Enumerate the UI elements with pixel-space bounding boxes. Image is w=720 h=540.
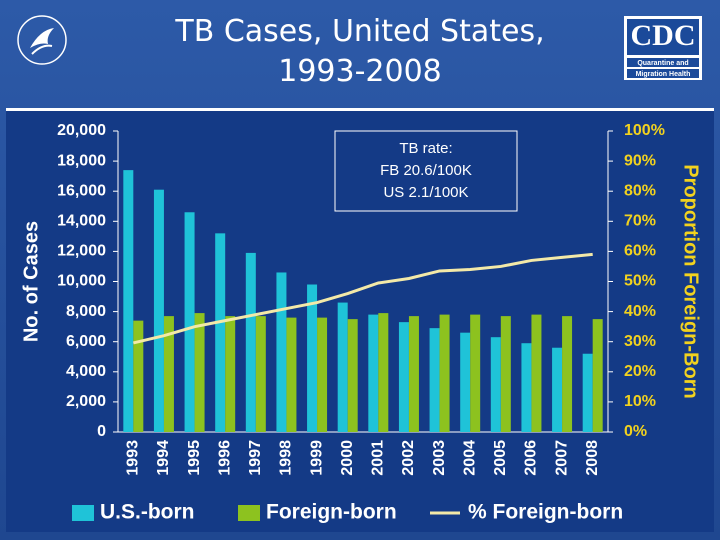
y2-tick-label: 60% (624, 243, 656, 260)
x-tick-label: 1997 (247, 440, 264, 476)
y2-tick-label: 50% (624, 273, 656, 290)
bar (398, 322, 409, 432)
bar (317, 317, 328, 432)
bar (225, 316, 236, 432)
x-tick-label: 1999 (308, 440, 325, 476)
x-tick-label: 2002 (400, 440, 417, 476)
bar (552, 347, 563, 432)
y2-tick-label: 100% (624, 122, 665, 139)
y-tick-label: 14,000 (57, 213, 106, 230)
y2-tick-label: 20% (624, 363, 656, 380)
legend-swatch (72, 505, 94, 521)
bar (255, 316, 266, 432)
y2-tick-label: 90% (624, 152, 656, 169)
logo-subtitle: Quarantine and (637, 60, 688, 67)
annotation: US 2.1/100K (383, 184, 468, 201)
x-tick-label: 1993 (125, 440, 142, 476)
bar (194, 313, 205, 432)
x-tick-label: 1996 (216, 440, 233, 476)
bar (531, 314, 542, 432)
bar (500, 316, 511, 432)
y-tick-label: 10,000 (57, 273, 106, 290)
y2-tick-label: 70% (624, 213, 656, 230)
x-tick-label: 1998 (278, 440, 295, 476)
bar (439, 314, 450, 432)
y-tick-label: 12,000 (57, 243, 106, 260)
x-tick-label: 1995 (186, 440, 203, 476)
x-tick-label: 2004 (461, 440, 478, 476)
y2-tick-label: 0% (624, 423, 647, 440)
bar (592, 319, 603, 432)
y-tick-label: 2,000 (66, 393, 106, 410)
bar (347, 319, 358, 432)
bar (153, 189, 164, 432)
bar (163, 316, 174, 432)
bar (460, 332, 471, 432)
bar (521, 343, 532, 432)
bar (429, 328, 440, 432)
bar (215, 233, 226, 432)
hhs-logo (17, 15, 67, 65)
y-tick-label: 0 (97, 423, 106, 440)
y2-tick-label: 40% (624, 303, 656, 320)
bar (378, 313, 389, 432)
bar (133, 320, 144, 432)
y2-tick-label: 80% (624, 182, 656, 199)
annotation-box (334, 130, 518, 212)
cdc-logo: CDC Quarantine and Migration Health (624, 16, 702, 80)
bar (470, 314, 481, 432)
bar (184, 212, 195, 432)
bar (307, 284, 318, 432)
bar (123, 170, 134, 432)
y-tick-label: 6,000 (66, 333, 106, 350)
logo-subtitle: Migration Health (636, 71, 691, 78)
slide-title: TB Cases, United States, 1993-2008 (175, 14, 545, 89)
bar (276, 272, 287, 432)
x-tick-label: 2007 (553, 440, 570, 476)
x-tick-label: 2000 (339, 440, 356, 476)
bar (408, 316, 419, 432)
logo-text: CDC (631, 19, 696, 52)
bar (562, 316, 573, 432)
y-tick-label: 8,000 (66, 303, 106, 320)
bar (286, 317, 297, 432)
y2-tick-label: 10% (624, 393, 656, 410)
line-series (132, 252, 593, 345)
y-axis-title: No. of Cases (20, 221, 42, 342)
legend-label: U.S.-born (100, 501, 195, 524)
bar (368, 314, 379, 432)
y-tick-label: 16,000 (57, 182, 106, 199)
y2-axis-title: Proportion Foreign-Born (680, 164, 702, 398)
legend-swatch (238, 505, 260, 521)
x-tick-label: 2001 (370, 440, 387, 476)
x-tick-label: 2005 (492, 440, 509, 476)
bar (245, 252, 256, 432)
y-tick-label: 18,000 (57, 152, 106, 169)
panel-border (6, 108, 714, 111)
x-tick-label: 2008 (584, 440, 601, 476)
annotation: TB rate: (399, 140, 452, 157)
legend-label: % Foreign-born (468, 501, 623, 524)
x-tick-label: 2006 (523, 440, 540, 476)
y2-tick-label: 30% (624, 333, 656, 350)
bar (582, 353, 593, 432)
annotation: FB 20.6/100K (380, 162, 472, 179)
legend-label: Foreign-born (266, 501, 397, 524)
bar (337, 302, 348, 432)
y-tick-label: 20,000 (57, 122, 106, 139)
x-tick-label: 2003 (431, 440, 448, 476)
bar (490, 337, 501, 432)
y-tick-label: 4,000 (66, 363, 106, 380)
x-tick-label: 1994 (155, 440, 172, 476)
